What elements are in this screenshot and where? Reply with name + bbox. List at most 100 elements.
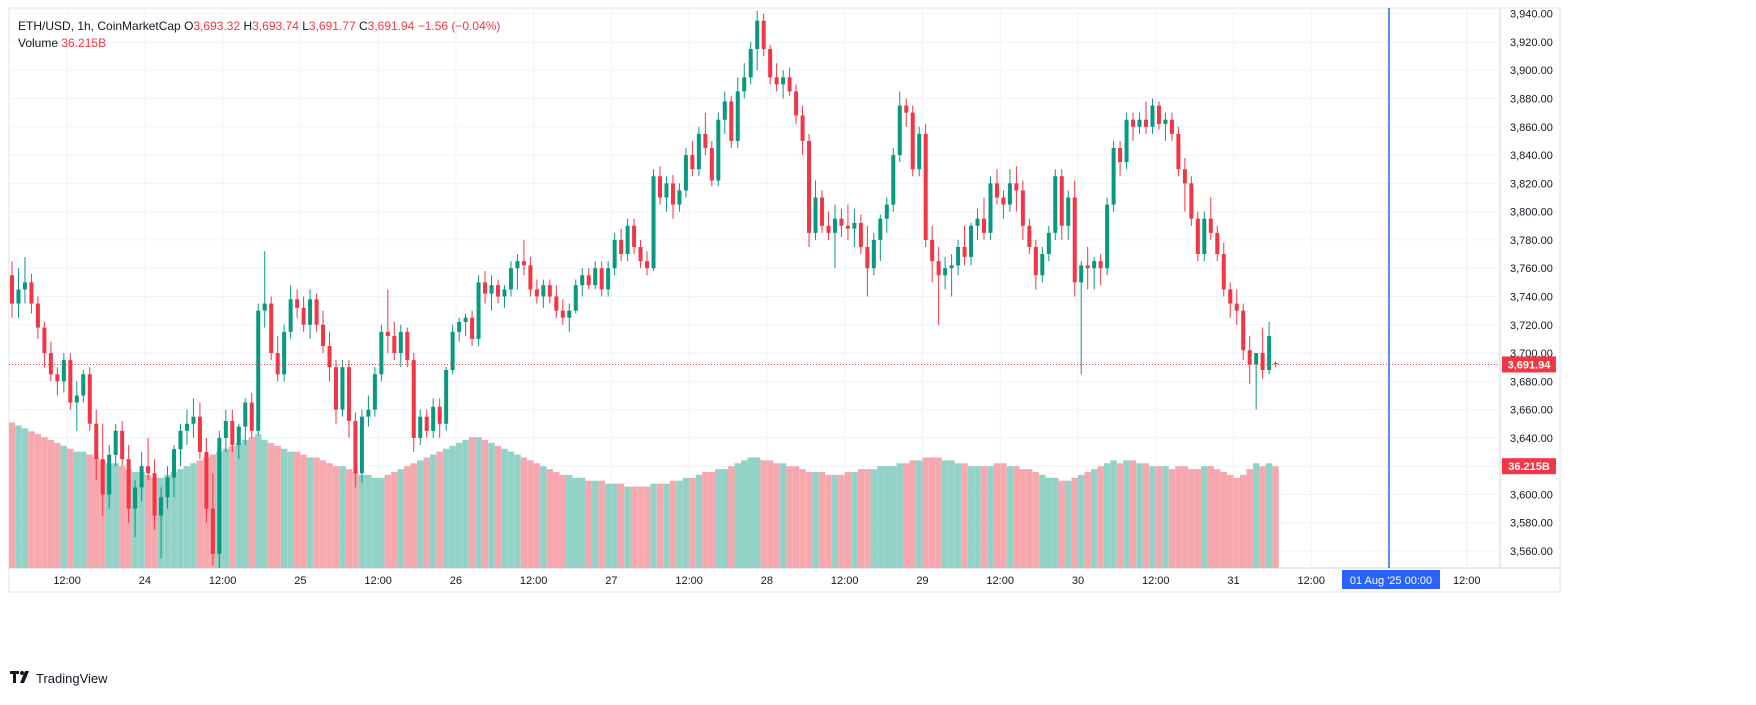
volume-bar bbox=[669, 480, 677, 568]
volume-bar bbox=[689, 477, 696, 568]
volume-bar bbox=[766, 460, 774, 568]
candle-body bbox=[541, 285, 546, 297]
candle-body bbox=[813, 197, 818, 233]
candle-body bbox=[638, 246, 643, 262]
y-tick-label: 3,940.00 bbox=[1510, 9, 1553, 21]
x-tick-label: 12:00 bbox=[364, 575, 392, 587]
tradingview-watermark[interactable]: TradingView bbox=[10, 671, 108, 686]
candle-body bbox=[690, 155, 695, 170]
price-axis[interactable]: 3,560.003,580.003,600.003,620.003,640.00… bbox=[1502, 9, 1556, 558]
candle-body bbox=[884, 204, 889, 219]
x-tick-label: 12:00 bbox=[53, 575, 81, 587]
volume-bar bbox=[170, 472, 178, 568]
volume-bar bbox=[1136, 463, 1143, 568]
volume-bar bbox=[579, 477, 586, 568]
candle-body bbox=[502, 289, 507, 297]
candle-body bbox=[87, 374, 92, 424]
volume-bar bbox=[1188, 469, 1195, 568]
volume-bar bbox=[987, 466, 994, 568]
volume-bar bbox=[501, 448, 508, 568]
candle-body bbox=[1105, 204, 1110, 269]
candle-body bbox=[930, 239, 935, 262]
volume-bar bbox=[630, 486, 638, 568]
y-tick-label: 3,560.00 bbox=[1510, 546, 1553, 558]
x-tick-label: 12:00 bbox=[831, 575, 859, 587]
volume-bar bbox=[1026, 469, 1033, 568]
change-value: −1.56 (−0.04%) bbox=[417, 19, 501, 33]
volume-bar bbox=[93, 457, 100, 568]
volume-bar bbox=[812, 472, 819, 568]
volume-bar bbox=[928, 457, 936, 568]
volume-bar bbox=[41, 437, 48, 568]
candle-body bbox=[405, 331, 410, 361]
candle-body bbox=[366, 409, 371, 417]
volume-bar bbox=[384, 474, 392, 568]
volume-bar bbox=[909, 460, 916, 568]
time-axis[interactable]: 12:00 24 12:00 25 12:00 26 12:00 27 12:00 28 12:00… bbox=[53, 570, 1481, 589]
candle-body bbox=[223, 420, 228, 438]
volume-bar bbox=[864, 469, 871, 568]
y-tick-label: 3,840.00 bbox=[1510, 150, 1553, 162]
candle-body bbox=[418, 416, 423, 438]
candle-body bbox=[61, 360, 66, 382]
volume-bar bbox=[118, 466, 126, 568]
volume-bar bbox=[358, 474, 366, 568]
candle-body bbox=[956, 246, 961, 266]
volume-bar bbox=[54, 442, 61, 568]
candle-body bbox=[204, 452, 209, 509]
candle-body bbox=[547, 285, 552, 297]
candle-body bbox=[146, 466, 151, 474]
volume-bar bbox=[1039, 474, 1046, 568]
candle-body bbox=[794, 91, 799, 116]
volume-bar bbox=[1129, 460, 1137, 568]
volume-bar bbox=[877, 466, 884, 568]
candle-body bbox=[256, 310, 261, 431]
candle-body bbox=[210, 508, 215, 554]
volume-bar bbox=[559, 474, 566, 568]
volume-bar bbox=[1181, 466, 1189, 568]
candle-body bbox=[107, 454, 112, 495]
volume-bar bbox=[553, 472, 560, 568]
candle-body bbox=[1014, 183, 1019, 191]
volume-bar bbox=[1052, 477, 1059, 568]
volume-bar bbox=[60, 445, 68, 568]
candle-body bbox=[593, 268, 598, 286]
volume-bar bbox=[747, 457, 754, 568]
high-value: 3,693.74 bbox=[252, 19, 299, 33]
candle-body bbox=[722, 101, 727, 120]
volume-bar bbox=[1220, 472, 1227, 568]
volume-bar bbox=[870, 469, 878, 568]
candle-body bbox=[398, 331, 403, 354]
candle-body bbox=[1215, 232, 1220, 255]
volume-label[interactable]: Volume bbox=[18, 36, 59, 50]
close-value: 3,691.94 bbox=[367, 19, 415, 33]
volume-bar bbox=[974, 466, 981, 568]
volume-bar bbox=[1045, 477, 1052, 568]
candle-body bbox=[1001, 197, 1006, 205]
volume-bar bbox=[1155, 466, 1163, 568]
volume-bar bbox=[1259, 466, 1266, 568]
volume-bar bbox=[1149, 466, 1156, 568]
candle-body bbox=[81, 374, 86, 396]
volume-bar bbox=[268, 442, 275, 568]
y-tick-label: 3,800.00 bbox=[1510, 207, 1553, 219]
volume-bar bbox=[1110, 460, 1117, 568]
candle-body bbox=[463, 317, 468, 322]
candle-body bbox=[943, 268, 948, 276]
candle-body bbox=[917, 133, 922, 170]
candle-body bbox=[904, 105, 909, 113]
candle-body bbox=[1033, 246, 1038, 276]
volume-bar bbox=[106, 463, 113, 568]
volume-bar bbox=[481, 440, 489, 568]
volume-bar bbox=[546, 469, 554, 568]
candle-body bbox=[346, 367, 351, 421]
volume-bar bbox=[378, 477, 385, 568]
candle-body bbox=[606, 268, 611, 290]
volume-bar bbox=[792, 466, 800, 568]
volume-bar bbox=[572, 477, 579, 568]
volume-bar bbox=[293, 451, 301, 568]
symbol-label[interactable]: ETH/USD, 1h, CoinMarketCap bbox=[18, 19, 181, 33]
candle-body bbox=[988, 183, 993, 233]
